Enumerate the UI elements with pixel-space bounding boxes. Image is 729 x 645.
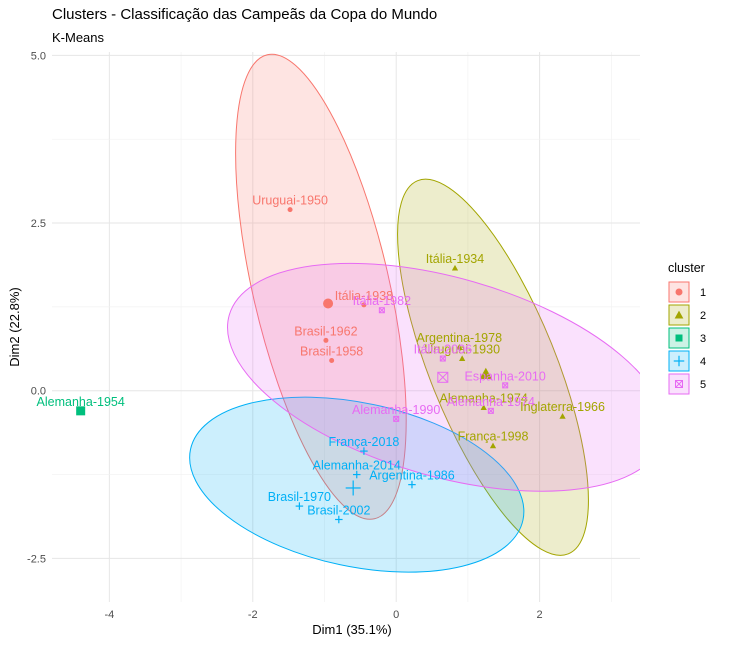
legend: cluster 1 2 3 4 5 (668, 261, 706, 395)
label-alemanha-1954: Alemanha-1954 (37, 395, 125, 409)
legend-key-5 (668, 373, 690, 395)
centroid-cluster-1 (323, 298, 334, 309)
point-alemanha-2014 (353, 470, 361, 479)
point-italia-2006 (439, 355, 446, 362)
y-tick-label: 2.5 (31, 218, 46, 230)
point-espanha-2010 (502, 382, 509, 389)
point-inglaterra-1966 (559, 413, 566, 419)
label-espanha-2010: Espanha-2010 (465, 369, 546, 383)
label-alemanha-2014: Alemanha-2014 (313, 459, 401, 473)
label-brasil-1958: Brasil-1958 (300, 345, 363, 359)
point-alemanha-1990 (393, 415, 400, 422)
cluster-ellipses (189, 53, 640, 573)
point-italia-1934 (451, 264, 459, 271)
data-points (76, 207, 566, 524)
legend-key-1 (668, 281, 690, 303)
point-italia-1982 (378, 307, 385, 314)
axis-ticks: -4 -2 0 2 -2.5 0.0 2.5 5.0 (27, 50, 543, 621)
legend-label-2: 2 (700, 310, 706, 322)
legend-marker-3 (675, 334, 683, 342)
label-brasil-2002: Brasil-2002 (307, 504, 370, 518)
point-argentina-1978 (456, 343, 463, 350)
point-franca-1998 (489, 442, 497, 449)
point-labels: Uruguai-1950 Itália-1938 Brasil-1962 Brasil… (37, 194, 605, 518)
label-inglaterra-1966: Inglaterra-1966 (520, 400, 605, 414)
label-italia-1938: Itália-1938 (335, 289, 393, 303)
label-franca-1998: França-1998 (458, 430, 529, 444)
grid-lines (52, 52, 640, 602)
legend-marker-5 (675, 380, 683, 388)
point-brasil-1970 (295, 502, 304, 510)
label-alemanha-1990: Alemanha-1990 (352, 403, 440, 417)
point-italia-1938 (361, 302, 367, 308)
y-tick-label: 5.0 (31, 50, 46, 62)
x-tick-label: -2 (248, 609, 258, 621)
point-alemanha-1974 (487, 407, 494, 414)
point-alemanha-1974 (480, 404, 487, 410)
point-brasil-1962 (323, 337, 329, 343)
point-brasil-1958 (329, 358, 335, 364)
ellipse-cluster-4 (189, 396, 525, 573)
label-alemanha-1974: Alemanha-1974 (440, 391, 528, 405)
label-brasil-1970: Brasil-1970 (268, 490, 331, 504)
legend-title: cluster (668, 261, 705, 275)
x-tick-label: 0 (393, 609, 399, 621)
point-argentina-1986 (408, 480, 416, 489)
point-brasil-2002 (335, 515, 343, 524)
label-italia-1982: Itália-1982 (353, 294, 411, 308)
legend-marker-2 (674, 310, 684, 319)
x-tick-label: 2 (537, 609, 543, 621)
label-brasil-1962: Brasil-1962 (294, 324, 357, 338)
y-axis-title: Dim2 (22.8%) (7, 287, 22, 366)
legend-label-1: 1 (700, 287, 706, 299)
label-italia-1934: Itália-1934 (426, 252, 484, 266)
label-argentina-1978: Argentina-1978 (417, 331, 503, 345)
label-italia-2006: Itália-2006 (414, 343, 472, 357)
y-tick-label: -2.5 (27, 553, 46, 565)
centroid-cluster-2 (479, 367, 493, 379)
label-argentina-1986: Argentina-1986 (369, 469, 455, 483)
legend-label-4: 4 (700, 356, 706, 368)
legend-key-3 (668, 327, 690, 349)
ellipse-cluster-5 (227, 262, 640, 492)
point-uruguai-1950 (287, 207, 293, 213)
x-tick-label: -4 (104, 609, 114, 621)
legend-marker-4 (673, 355, 685, 367)
legend-label-5: 5 (700, 379, 706, 391)
chart-subtitle: K-Means (52, 30, 105, 45)
label-franca-2018: França-2018 (328, 435, 399, 449)
point-uruguai-1930 (459, 355, 466, 362)
point-franca-2018 (360, 447, 368, 455)
label-alemanha-1974: Alemanha-1974 (447, 395, 535, 409)
label-uruguai-1950: Uruguai-1950 (252, 194, 328, 208)
centroid-cluster-5 (437, 371, 449, 383)
legend-label-3: 3 (700, 333, 706, 345)
centroid-cluster-3 (76, 406, 86, 416)
centroid-cluster-4 (345, 480, 361, 496)
legend-marker-1 (675, 288, 683, 296)
ellipse-cluster-2 (397, 178, 589, 556)
label-uruguai-1930: Uruguai-1930 (424, 343, 500, 357)
y-tick-label: 0.0 (31, 386, 46, 398)
chart-title: Clusters - Classificação das Campeãs da … (52, 6, 438, 23)
x-axis-title: Dim1 (35.1%) (312, 622, 391, 637)
legend-key-4 (668, 350, 690, 372)
legend-key-2 (668, 304, 690, 326)
